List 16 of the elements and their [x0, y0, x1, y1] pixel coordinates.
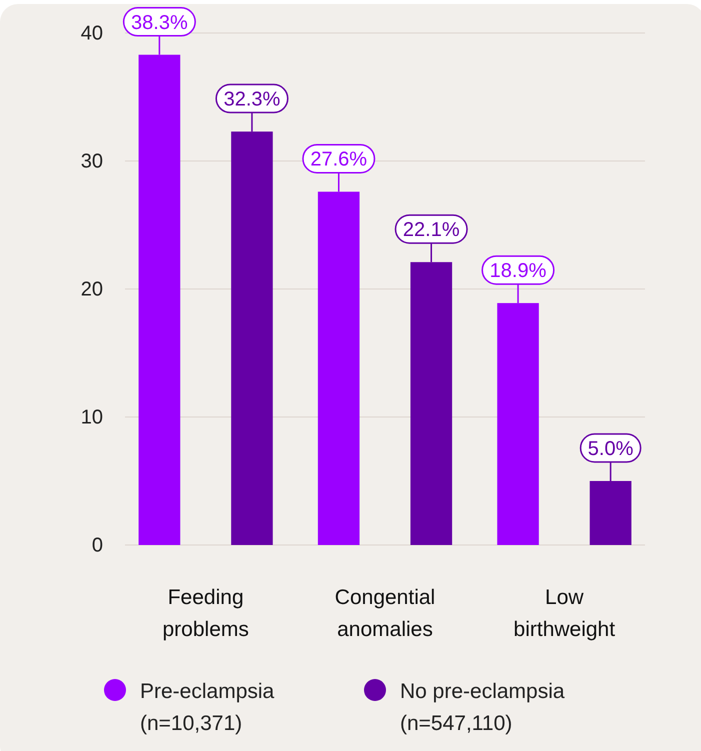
text: 22.1%	[402, 219, 460, 242]
text: 5.0%	[588, 438, 634, 460]
text: 27.6%	[310, 148, 368, 171]
y-tick-label: 40	[80, 22, 103, 44]
text: 32.3%	[224, 88, 280, 111]
text: 38.3%	[131, 12, 188, 34]
legend-label: No pre-eclampsia (n=547,110)	[400, 680, 565, 735]
y-tick-label: 20	[80, 278, 103, 300]
text: 18.9%	[490, 260, 546, 282]
x-tick-label: Congential anomalies	[334, 586, 436, 641]
x-tick-label: Low birthweight	[514, 586, 616, 641]
y-tick-label: 0	[92, 534, 103, 556]
x-tick-label: Feeding problems	[162, 586, 249, 641]
y-tick-label: 10	[80, 406, 103, 428]
y-tick-label: 30	[80, 150, 103, 172]
legend-label: Pre-eclampsia (n=10,371)	[140, 680, 275, 735]
